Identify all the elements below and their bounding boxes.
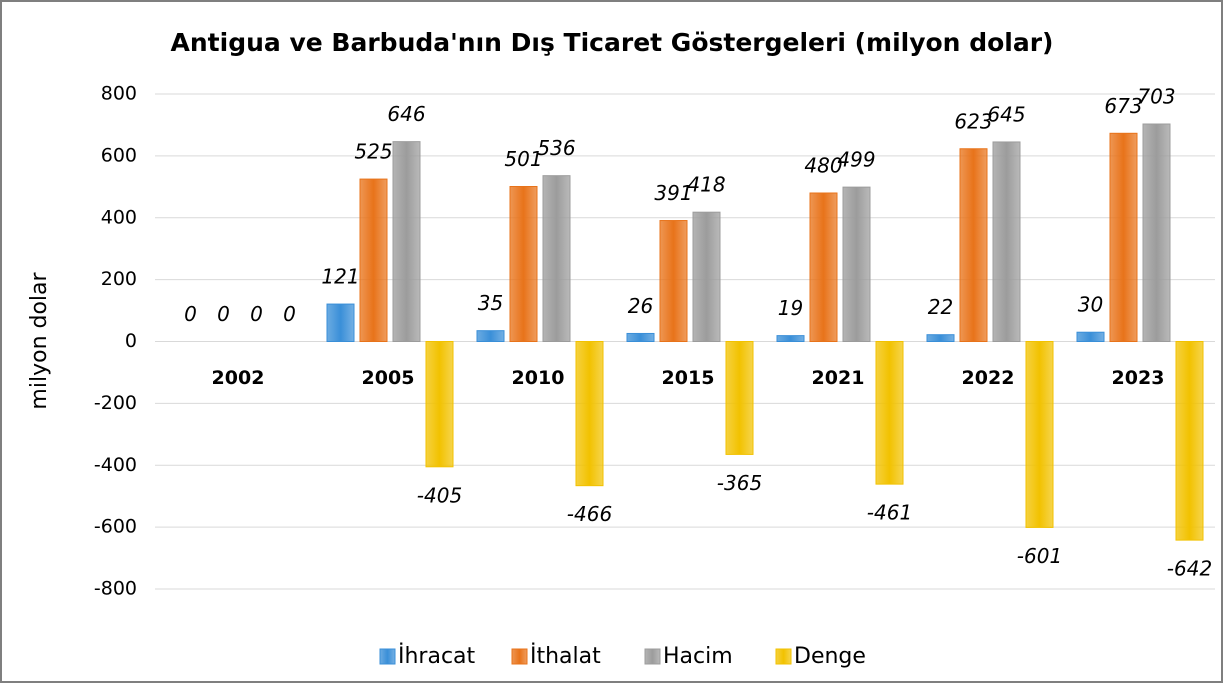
x-tick-label: 2005	[362, 367, 415, 389]
x-tick-label: 2015	[662, 367, 715, 389]
bar	[476, 330, 505, 342]
bar	[1076, 331, 1105, 342]
y-tick-label: -800	[94, 578, 137, 600]
bar	[776, 335, 805, 343]
bar	[425, 341, 454, 468]
data-label: 480	[804, 154, 842, 178]
bar	[359, 178, 388, 342]
legend-label: Denge	[794, 644, 866, 669]
bar	[875, 341, 904, 485]
bar	[842, 186, 871, 342]
data-label: 26	[628, 294, 653, 318]
data-label: 0	[217, 302, 230, 326]
bar	[692, 211, 721, 342]
data-label: 499	[837, 148, 875, 172]
bar	[659, 220, 688, 342]
data-label: -365	[717, 471, 762, 495]
data-label: 121	[321, 265, 359, 289]
data-label: -461	[867, 501, 912, 525]
data-label: 645	[987, 102, 1025, 126]
legend-swatch	[644, 648, 661, 665]
y-tick-label: 400	[101, 206, 137, 228]
data-label: 501	[504, 147, 542, 171]
data-label: -405	[417, 483, 462, 507]
data-label: 391	[654, 181, 692, 205]
bar	[626, 332, 655, 342]
legend-swatch	[511, 648, 528, 665]
data-label: 536	[537, 136, 575, 160]
bar	[809, 192, 838, 342]
y-tick-label: 200	[101, 268, 137, 290]
x-tick-label: 2021	[812, 367, 865, 389]
legend-swatch	[379, 648, 396, 665]
x-tick-label: 2022	[962, 367, 1015, 389]
bar	[509, 186, 538, 342]
y-tick-label: -200	[94, 392, 137, 414]
y-tick-label: -400	[94, 454, 137, 476]
legend-label: Hacim	[663, 644, 733, 669]
legend-swatch	[775, 648, 792, 665]
y-tick-label: 600	[101, 144, 137, 166]
bar	[1142, 123, 1171, 343]
y-tick-label: -600	[94, 516, 137, 538]
data-label: 623	[954, 109, 992, 133]
y-tick-label: 0	[125, 330, 137, 352]
bar	[926, 334, 955, 343]
bar	[959, 148, 988, 342]
data-label: -601	[1017, 544, 1062, 568]
data-label: 35	[478, 291, 503, 315]
bar	[392, 141, 421, 342]
legend-label: İhracat	[398, 643, 476, 669]
data-label: 0	[184, 302, 197, 326]
data-label: 0	[283, 302, 296, 326]
bar	[1025, 341, 1054, 528]
data-label: 22	[928, 295, 953, 319]
data-label: 418	[687, 173, 725, 197]
bar	[1109, 132, 1138, 342]
y-axis-label: milyon dolar	[27, 271, 52, 409]
data-label: 703	[1137, 85, 1175, 109]
data-label: 646	[387, 102, 425, 126]
data-label: 30	[1078, 293, 1103, 317]
data-label: 0	[250, 302, 263, 326]
data-label: -642	[1167, 557, 1212, 581]
bar	[1175, 341, 1204, 541]
bar	[575, 341, 604, 487]
bar	[992, 141, 1021, 342]
data-label: 673	[1104, 94, 1142, 118]
bar	[542, 175, 571, 342]
bar	[326, 303, 355, 342]
y-tick-label: 800	[101, 83, 137, 105]
data-label: 19	[778, 296, 803, 320]
x-tick-label: 2002	[212, 367, 265, 389]
data-label: 525	[354, 140, 392, 164]
chart-title: Antigua ve Barbuda'nın Dış Ticaret Göste…	[171, 28, 1054, 57]
bar	[725, 341, 754, 455]
x-tick-label: 2010	[512, 367, 565, 389]
x-tick-label: 2023	[1112, 367, 1165, 389]
legend-label: İthalat	[530, 643, 601, 669]
data-label: -466	[567, 502, 612, 526]
